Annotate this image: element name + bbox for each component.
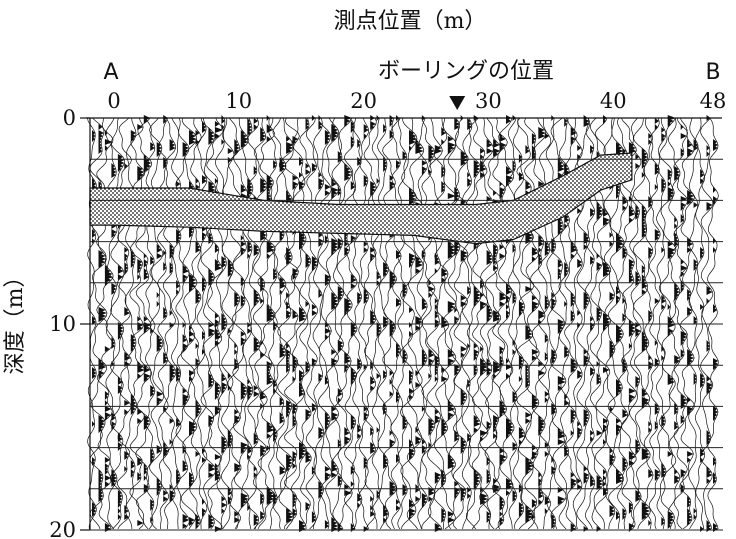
seismic-trace [471,117,489,530]
seismic-trace [352,117,363,530]
trace-fill [680,124,688,493]
end-label-b: B [705,60,720,85]
trace-fill [402,151,408,496]
plot-area [86,96,723,532]
seismic-trace [643,117,654,530]
x-tick-label: 30 [475,89,502,113]
trace-fill [337,151,344,532]
end-label-a: A [103,60,118,85]
seismic-trace [116,117,132,530]
trace-fill [590,145,595,487]
trace-fill [525,145,534,523]
seismic-trace [371,117,382,530]
trace-fill [616,142,624,520]
y-tick-label: 10 [49,312,76,336]
seismic-trace [221,117,235,530]
seismic-trace [305,117,319,530]
trace-fill [324,130,332,529]
seismic-trace [135,117,153,530]
x-tick-label: 0 [107,89,120,113]
seismic-trace [124,117,138,530]
seismic-trace [507,117,518,530]
seismic-trace [227,117,242,530]
trace-fill [299,157,307,532]
x-tick-label: 10 [225,89,252,113]
trace-fill [189,130,197,526]
seismic-trace [149,117,165,530]
seismic-trace [272,117,287,530]
y-tick-label: 0 [63,106,76,130]
seismic-trace [667,117,681,530]
trace-fill [98,124,107,502]
x-tick-label: 20 [350,89,377,113]
seismic-trace [109,117,125,530]
depth-gridlines [90,158,723,531]
trace-fill [654,118,661,481]
seismic-trace [105,117,118,530]
trace-fill [150,142,155,523]
trace-fill [641,148,651,520]
x-tick-label: 40 [600,89,627,113]
trace-fill [674,166,680,484]
seismic-trace [331,117,344,530]
seismic-trace [335,117,353,530]
borehole-marker [449,96,466,110]
seismic-trace [268,117,278,530]
trace-fill [486,139,494,523]
trace-fill [415,139,424,502]
trace-fill [628,142,637,532]
trace-fill [667,115,676,529]
trace-fill [557,157,566,505]
trace-fill [603,115,611,496]
seismic-trace [648,117,661,530]
seismic-trace [162,117,177,530]
shaded-reflector-layer [89,152,633,245]
y-axis-label: 深度（m） [3,266,28,375]
trace-fill [473,115,482,490]
borehole-label: ボーリングの位置 [378,59,554,84]
seismic-trace [397,117,408,530]
trace-fill [370,115,377,517]
trace-fill [538,127,546,505]
seismic-trace [421,117,436,529]
trace-fill [493,139,501,493]
seismic-trace [157,117,170,530]
y-axis-ticks: 0 10 20 [49,106,90,539]
seismic-trace [246,117,261,530]
y-tick-label: 20 [49,518,76,539]
trace-fill [117,154,125,520]
seismic-trace [175,117,190,530]
seismic-trace [484,117,502,530]
seismic-trace [416,117,428,530]
x-tick-label: 48 [700,89,727,113]
seismic-trace [512,117,526,530]
seismic-trace [699,117,714,530]
seismic-trace [189,117,202,530]
seismic-trace [524,117,540,530]
trace-fill [273,160,278,505]
seismic-trace [400,117,418,530]
seismic-trace [452,117,469,530]
chart-title: 測点位置（m） [334,9,487,34]
seismic-trace [632,117,651,530]
trace-fill [221,115,228,514]
seismic-trace [673,117,688,530]
trace-fill [279,157,287,475]
trace-fill [409,130,417,520]
trace-fill [609,181,616,517]
seismic-trace [231,117,250,530]
seismic-trace [629,117,642,530]
trace-fill [700,169,705,532]
seismic-trace [465,117,482,530]
trace-fill [344,115,353,496]
x-axis-ticks: 0 10 20 30 40 48 [107,89,726,113]
